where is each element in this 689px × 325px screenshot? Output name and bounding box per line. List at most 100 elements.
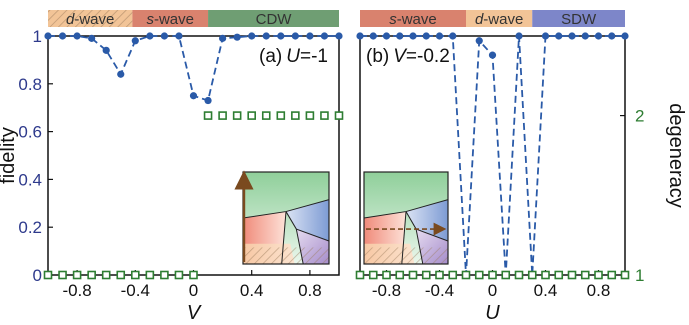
fidelity-point — [515, 32, 523, 40]
degeneracy-point — [305, 111, 315, 120]
inset-frame — [363, 171, 449, 265]
phase-letter: s — [389, 11, 397, 28]
fidelity-point — [117, 70, 125, 78]
inset-boundary — [281, 211, 287, 265]
fidelity-point — [409, 32, 417, 40]
degeneracy-point — [355, 270, 365, 280]
phase-bar-s-wave — [360, 10, 466, 27]
fidelity-point — [449, 32, 457, 40]
degeneracy-point — [145, 270, 155, 280]
fidelity-point — [621, 32, 629, 40]
x-tick-label: 0.8 — [587, 281, 611, 300]
fidelity-point — [541, 32, 550, 40]
y-axis-label: fidelity — [0, 127, 19, 184]
y-tick-label: 0.4 — [18, 170, 42, 189]
degeneracy-point — [435, 270, 444, 280]
fidelity-point — [291, 32, 299, 40]
degeneracy-point — [567, 270, 577, 280]
phase-letter: d — [475, 11, 484, 28]
fidelity-point — [369, 32, 377, 40]
fidelity-point — [335, 32, 343, 40]
fidelity-point — [608, 32, 616, 40]
fidelity-point — [581, 32, 589, 40]
degeneracy-point — [189, 270, 198, 280]
degeneracy-point — [620, 270, 630, 280]
x-tick-label: 0.8 — [298, 281, 322, 300]
x-tick-label: 0 — [488, 281, 497, 300]
x-tick-label: -0.8 — [372, 281, 401, 300]
degeneracy-point — [87, 270, 96, 280]
fidelity-point — [396, 32, 404, 40]
phase-letter: d — [66, 11, 75, 28]
degeneracy-point — [541, 270, 550, 280]
fidelity-point — [422, 32, 430, 40]
fidelity-point — [233, 33, 241, 41]
phase-label: s-wave — [389, 11, 437, 28]
phase-bar-hatch — [48, 10, 133, 27]
degeneracy-point — [174, 270, 184, 280]
degeneracy-point — [131, 270, 140, 280]
degeneracy-point — [261, 111, 271, 120]
degeneracy-point — [382, 270, 391, 280]
panel-value: =-0.2 — [406, 46, 450, 67]
fidelity-point — [131, 37, 139, 45]
x-tick-label: 0.4 — [534, 281, 558, 300]
y2-tick-label: 1 — [635, 266, 644, 285]
degeneracy-point — [501, 270, 511, 280]
x-axis-label: V — [187, 302, 202, 324]
panel-a: d-wave s-wave CDW-0.8 -0.4 0 0.4 0.8V00.20.40.… — [0, 10, 344, 324]
degeneracy-point — [607, 270, 617, 280]
inset-sdw-region — [286, 199, 329, 241]
phase-bar-sdw — [532, 10, 625, 27]
fidelity-point — [594, 32, 603, 40]
degeneracy-point — [291, 111, 300, 120]
y2-axis-label: degeneracy — [665, 103, 687, 208]
degeneracy-point — [72, 270, 82, 280]
phase-suffix: -wave — [397, 11, 437, 28]
phase-label: SDW — [561, 11, 597, 28]
phase-suffix: -wave — [483, 11, 523, 28]
x-axis-label: U — [485, 302, 500, 324]
fidelity-point — [262, 32, 270, 40]
fidelity-point — [189, 92, 198, 100]
degeneracy-point — [474, 270, 484, 280]
inset-boundary — [295, 228, 304, 265]
panel-label: (a) U=-1 — [259, 46, 328, 67]
y-tick-label: 1 — [33, 27, 42, 46]
x-tick-label: -0.4 — [425, 281, 454, 300]
fidelity-point — [306, 32, 314, 40]
y-tick-label: 0.2 — [18, 218, 42, 237]
phase-label: CDW — [256, 11, 293, 28]
degeneracy-point — [448, 270, 458, 280]
degeneracy-point — [594, 270, 603, 280]
fidelity-point — [488, 51, 497, 59]
degeneracy-point — [461, 270, 471, 280]
fidelity-point — [88, 34, 96, 42]
degeneracy-point — [58, 270, 67, 280]
x-tick-label: 0 — [189, 281, 198, 300]
phase-bar-d-wave — [466, 10, 533, 27]
phase-label: d-wave — [475, 11, 523, 28]
fidelity-point — [102, 46, 110, 54]
fidelity-point — [277, 32, 285, 40]
degeneracy-point — [247, 111, 256, 120]
degeneracy-point — [368, 270, 378, 280]
degeneracy-point — [488, 270, 497, 280]
fidelity-point — [204, 96, 212, 105]
fidelity-point — [356, 32, 364, 40]
phase-letter: s — [146, 11, 154, 28]
panel-variable: V — [393, 46, 408, 67]
panel-value: =-1 — [300, 46, 328, 67]
y-tick-label: 0.6 — [18, 123, 42, 142]
fidelity-point — [219, 34, 227, 42]
fidelity-point — [320, 32, 329, 40]
fidelity-point — [160, 32, 168, 40]
fidelity-point — [58, 32, 67, 40]
degeneracy-point — [160, 270, 169, 280]
degeneracy-point — [218, 111, 227, 120]
panel-tag: (b) — [366, 46, 389, 67]
phase-label: d-wave — [66, 11, 114, 28]
inset-hatch-region — [364, 247, 448, 264]
degeneracy-point — [395, 270, 405, 280]
